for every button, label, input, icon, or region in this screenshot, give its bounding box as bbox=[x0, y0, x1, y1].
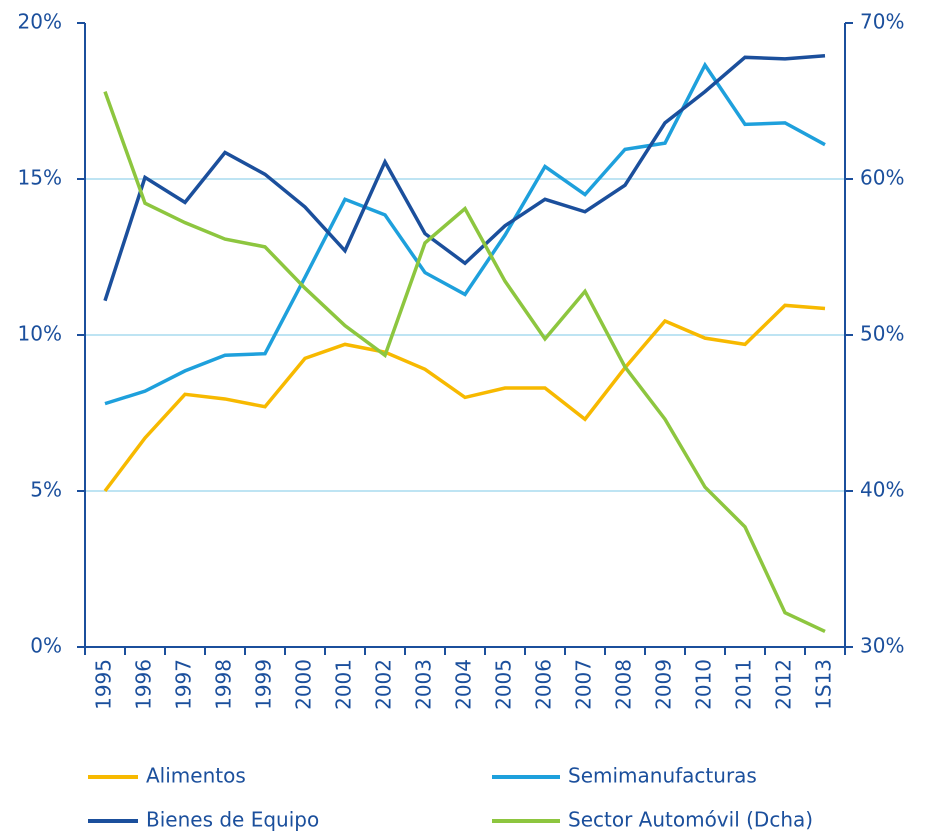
x-tick-label: 1S13 bbox=[812, 659, 836, 710]
x-tick-label: 2003 bbox=[412, 659, 436, 710]
series-line bbox=[103, 54, 826, 302]
y-tick-label: 20% bbox=[18, 10, 62, 34]
x-tick-label: 2012 bbox=[772, 659, 796, 710]
y2-tick-label: 30% bbox=[860, 634, 904, 658]
series-line bbox=[103, 303, 826, 493]
y2-tick-label: 60% bbox=[860, 166, 904, 190]
y-tick-label: 5% bbox=[30, 478, 62, 502]
x-tick-label: 2006 bbox=[532, 659, 556, 710]
legend-label: Semimanufacturas bbox=[568, 764, 757, 788]
x-tick-label: 1999 bbox=[252, 659, 276, 710]
x-tick-label: 1997 bbox=[172, 659, 196, 710]
x-tick-label: 2011 bbox=[732, 659, 756, 710]
x-tick-label: 2010 bbox=[692, 659, 716, 710]
series-line bbox=[104, 61, 826, 406]
x-tick-label: 1995 bbox=[92, 659, 116, 710]
x-tick-label: 2000 bbox=[292, 659, 316, 710]
x-tick-label: 1996 bbox=[132, 659, 156, 710]
x-tick-label: 2009 bbox=[652, 659, 676, 710]
series-line bbox=[103, 91, 826, 633]
legend-label: Sector Automóvil (Dcha) bbox=[568, 808, 813, 832]
y2-tick-label: 40% bbox=[860, 478, 904, 502]
x-tick-label: 2007 bbox=[572, 659, 596, 710]
y-tick-label: 10% bbox=[18, 322, 62, 346]
x-tick-label: 2005 bbox=[492, 659, 516, 710]
y2-tick-label: 70% bbox=[860, 10, 904, 34]
x-tick-label: 1998 bbox=[212, 659, 236, 710]
y2-tick-label: 50% bbox=[860, 322, 904, 346]
legend-label: Bienes de Equipo bbox=[146, 808, 319, 832]
x-tick-label: 2004 bbox=[452, 659, 476, 710]
x-tick-label: 2002 bbox=[372, 659, 396, 710]
y-tick-label: 0% bbox=[30, 634, 62, 658]
legend-label: Alimentos bbox=[146, 764, 246, 788]
y-tick-label: 15% bbox=[18, 166, 62, 190]
x-tick-label: 2008 bbox=[612, 659, 636, 710]
x-tick-label: 2001 bbox=[332, 659, 356, 710]
